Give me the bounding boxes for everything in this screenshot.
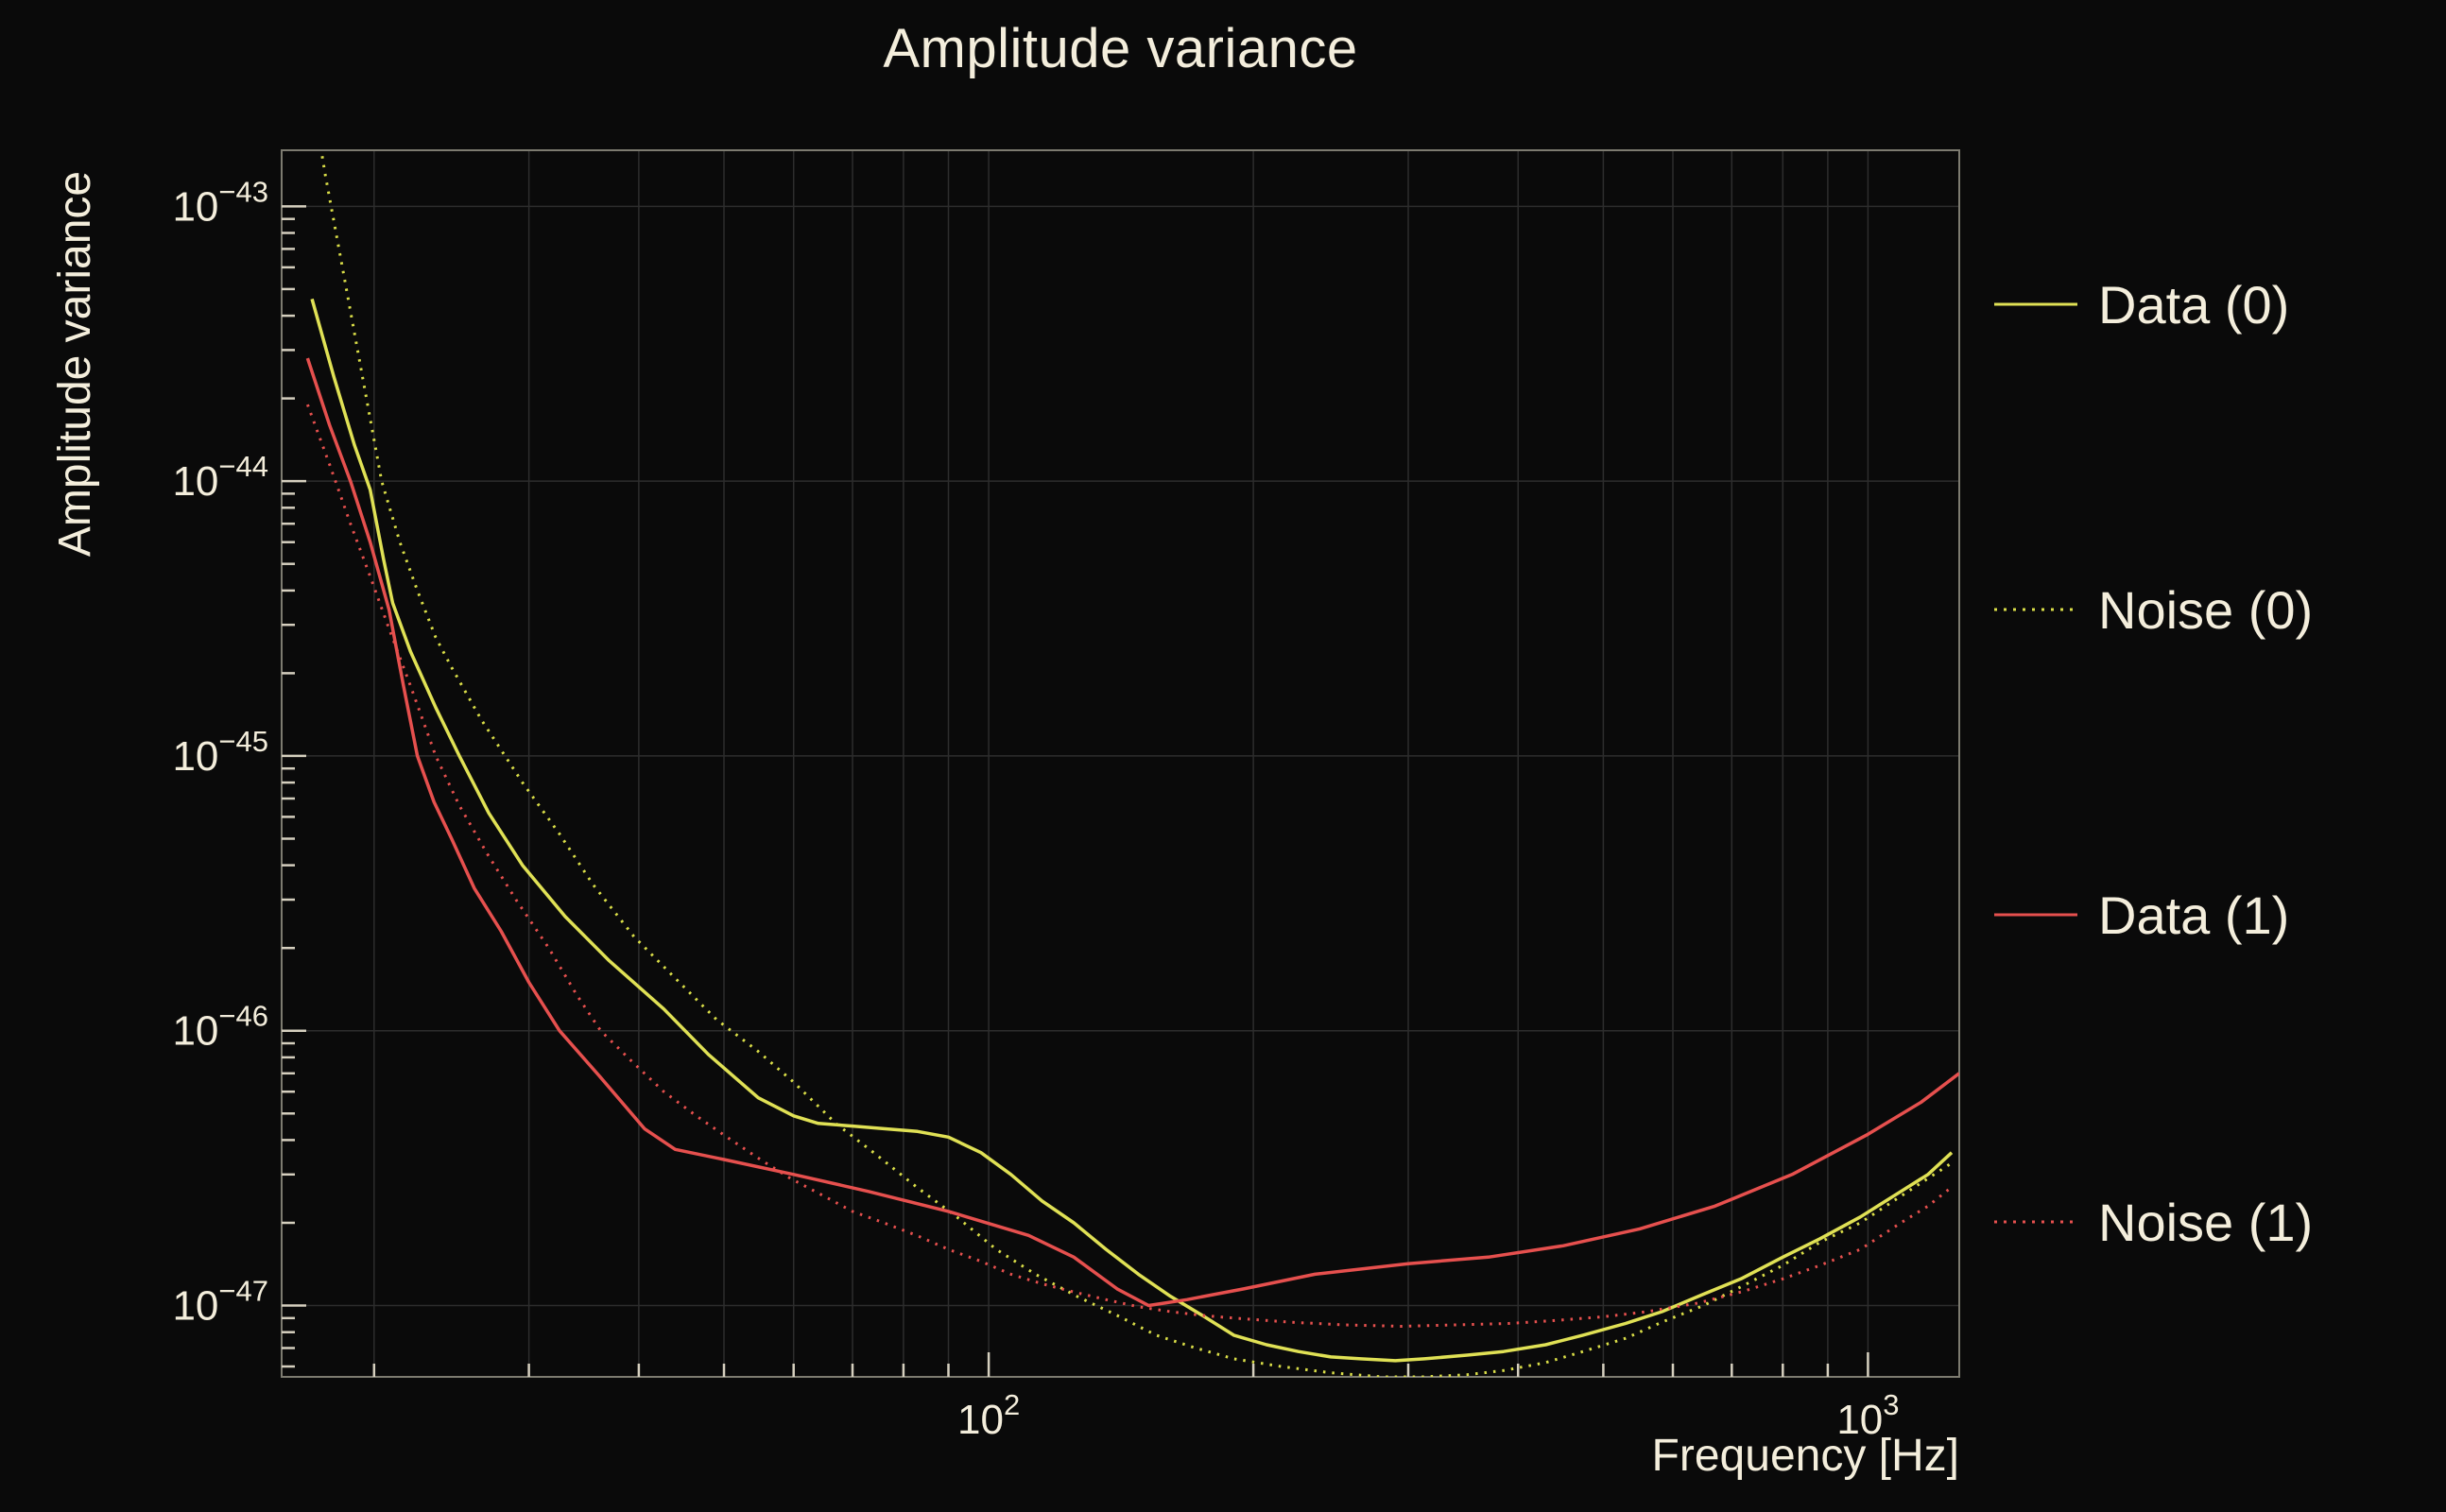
plot-dynamic-layer: 10−47 10−46 10−45 10−44 10−43 102 103 [172, 149, 1960, 1443]
curve-noise-1 [305, 404, 1953, 1328]
tick-label: 10−44 [172, 450, 268, 505]
curve-noise-0 [319, 150, 1953, 1377]
legend-line-noise-0-icon [1994, 608, 2077, 611]
legend-line-data-1-icon [1994, 913, 2077, 917]
curve-data-0 [310, 298, 1954, 1363]
tick-labels: 10−47 10−46 10−45 10−44 10−43 102 103 [172, 175, 1899, 1443]
legend-item-noise-1: Noise (1) [1992, 1192, 2313, 1252]
tick-label: 102 [957, 1388, 1020, 1443]
plot-frame [281, 149, 1960, 1378]
legend-label-noise-1: Noise (1) [2098, 1192, 2314, 1252]
curve-data-1 [305, 357, 1959, 1308]
tick-label: 10−43 [172, 175, 268, 230]
curves [305, 150, 1959, 1377]
axis-ticks [282, 205, 1869, 1377]
chart-title: Amplitude variance [883, 18, 1358, 79]
tick-label: 10−45 [172, 725, 268, 780]
legend-label-data-0: Data (0) [2098, 274, 2290, 335]
tick-label: 10−46 [172, 1000, 268, 1055]
tick-label: 103 [1836, 1388, 1899, 1443]
legend-item-noise-0: Noise (0) [1992, 579, 2313, 640]
grid [282, 150, 1959, 1377]
y-axis-title: Amplitude variance [50, 171, 100, 557]
tick-label: 10−47 [172, 1275, 268, 1330]
legend-line-noise-1-icon [1994, 1220, 2077, 1224]
legend-label-data-1: Data (1) [2098, 885, 2290, 945]
legend-label-noise-0: Noise (0) [2098, 579, 2314, 640]
legend: Data (0) Noise (0) Data (1) Noise (1) [1992, 0, 2446, 1512]
legend-item-data-1: Data (1) [1992, 885, 2289, 945]
x-axis-title: Frequency [Hz] [1652, 1431, 1959, 1481]
legend-line-data-0-icon [1994, 302, 2077, 306]
legend-item-data-0: Data (0) [1992, 274, 2289, 335]
